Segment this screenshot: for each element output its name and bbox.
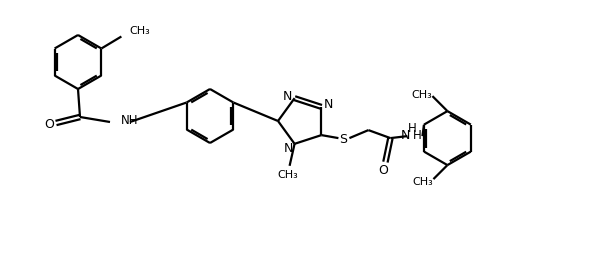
Text: CH₃: CH₃ [412, 177, 433, 186]
Text: N: N [283, 89, 293, 102]
Text: CH₃: CH₃ [411, 90, 432, 100]
Text: N: N [284, 142, 293, 155]
Text: N: N [324, 98, 333, 111]
Text: S: S [340, 132, 347, 145]
Text: CH₃: CH₃ [129, 25, 150, 35]
Text: NH: NH [121, 114, 138, 127]
Text: O: O [379, 163, 388, 176]
Text: H: H [413, 128, 422, 141]
Text: N: N [401, 128, 410, 141]
Text: O: O [44, 117, 54, 130]
Text: H: H [408, 121, 417, 134]
Text: CH₃: CH₃ [277, 169, 298, 179]
